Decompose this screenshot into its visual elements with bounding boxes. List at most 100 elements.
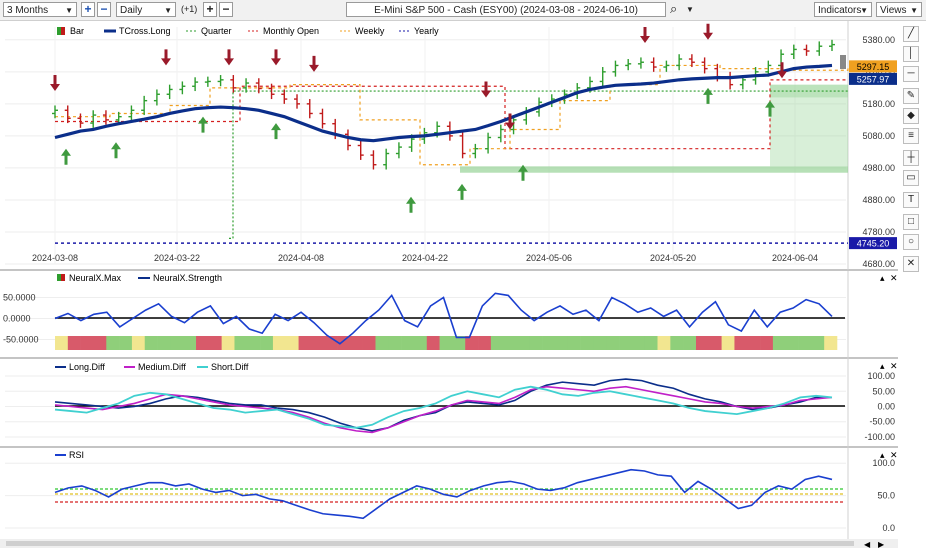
legend-neural-strength: NeuralX.Strength [153, 273, 222, 283]
legend-bar: Bar [70, 26, 84, 36]
neural-max-cell [606, 336, 620, 350]
delete-drawings-icon[interactable]: ✕ [903, 256, 919, 272]
y-tick-label: 0.0 [882, 523, 895, 533]
price-tag-yearly: 4745.20 [857, 239, 890, 249]
rsi-grid [5, 462, 846, 529]
buy-arrow-icon [457, 183, 467, 200]
neural-max-cell [426, 336, 440, 350]
legend-max-swatch [61, 274, 65, 281]
x-tick-label: 2024-06-04 [772, 253, 818, 263]
remove-button[interactable]: − [219, 2, 233, 17]
neural-max-cell [644, 336, 658, 350]
price-tags: 5297.15 5257.97 4745.20 [840, 55, 897, 250]
pencil-tool-icon[interactable]: ✎ [903, 88, 919, 104]
chevron-down-icon: ▼ [910, 6, 918, 15]
medium-diff-line [54, 385, 833, 434]
sell-arrow-icon [481, 81, 491, 98]
horizontal-line-tool-icon[interactable]: ─ [903, 66, 919, 82]
panel-close-icon[interactable]: ✕ [890, 273, 898, 283]
price-tag-tcross: 5257.97 [857, 74, 890, 84]
neural-max-cell [785, 336, 799, 350]
marker-tool-icon[interactable]: ◆ [903, 108, 919, 124]
panel-collapse-icon[interactable]: ▴ [880, 273, 885, 283]
interval-select[interactable]: Daily ▼ [116, 2, 176, 17]
x-tick-label: 2024-04-08 [278, 253, 324, 263]
trendline-tool-icon[interactable]: ╱ [903, 26, 919, 42]
indicators-button[interactable]: Indicators ▼ [814, 2, 872, 17]
neural-max-cell [631, 336, 646, 350]
rectangle-tool-icon[interactable]: □ [903, 214, 919, 230]
neural-max-cell [567, 336, 581, 350]
search-icon[interactable]: ⌕ [670, 1, 678, 16]
panel-close-icon[interactable]: ✕ [890, 361, 898, 371]
symbol-title[interactable]: E-Mini S&P 500 - Cash (ESY00) (2024-03-0… [346, 2, 666, 17]
callout-tool-icon[interactable]: ▭ [903, 170, 919, 186]
weekly-level-line [55, 64, 849, 166]
sell-arrow-icon [50, 75, 60, 92]
panel-collapse-icon[interactable]: ▴ [880, 361, 885, 371]
legend-rsi: RSI [69, 450, 84, 460]
legend-neural-max: NeuralX.Max [69, 273, 122, 283]
legend-weekly: Weekly [355, 26, 385, 36]
neural-max-cell [798, 336, 812, 350]
quarter-level-line [229, 90, 848, 239]
y-tick-label: -100.00 [864, 432, 895, 442]
neural-max-cell [67, 336, 81, 350]
main-panel [0, 21, 898, 270]
tcross-long-line [54, 63, 833, 143]
buy-arrow-icon [271, 123, 281, 140]
panel-collapse-icon[interactable]: ▴ [880, 450, 885, 460]
y-tick-label: 50.00 [872, 386, 895, 396]
panel-close-icon[interactable]: ✕ [890, 450, 898, 460]
diff-y-axis: 100.00 50.00 0.00 -50.00 -100.00 [864, 371, 895, 442]
long-diff-line [54, 378, 832, 432]
y-tick-label: 5080.00 [862, 131, 895, 141]
circle-tool-icon[interactable]: ○ [903, 234, 919, 250]
buy-arrow-icon [61, 148, 71, 165]
chevron-down-icon: ▼ [65, 6, 73, 15]
neural-max-cell [657, 336, 671, 350]
scroll-right-icon[interactable]: ▶ [878, 540, 885, 548]
add-button[interactable]: + [203, 2, 217, 17]
neural-max-cell [708, 336, 722, 350]
price-tag-weekly: 5297.15 [857, 62, 890, 72]
chevron-down-icon[interactable]: ▼ [686, 5, 694, 14]
zoom-in-button[interactable]: + [81, 2, 95, 17]
range-select[interactable]: 3 Months ▼ [3, 2, 77, 17]
legend-monthly: Monthly Open [263, 26, 319, 36]
neural-max-cell [478, 336, 492, 350]
neural-strength-line [54, 292, 833, 345]
scrollbar-thumb[interactable] [6, 541, 854, 546]
crosshair-tool-icon[interactable]: ┼ [903, 150, 919, 166]
neural-max-cell [516, 336, 530, 350]
legend-long-diff: Long.Diff [69, 362, 105, 372]
main-grid [5, 27, 846, 265]
last-price-marker [840, 55, 846, 69]
y-tick-label: 0.0000 [3, 314, 31, 324]
neural-max-cell [119, 336, 133, 350]
neural-max-cell [106, 336, 120, 350]
y-tick-label: 100.00 [867, 371, 895, 381]
scroll-left-icon[interactable]: ◀ [864, 540, 871, 548]
fibonacci-tool-icon[interactable]: ≡ [903, 128, 919, 144]
neural-max-strip [55, 336, 838, 350]
text-tool-icon[interactable]: T [903, 192, 919, 208]
x-tick-label: 2024-05-06 [526, 253, 572, 263]
neural-max-cell [375, 336, 389, 350]
views-button[interactable]: Views ▼ [876, 2, 922, 17]
sell-arrow-icon [640, 27, 650, 44]
sell-arrow-icon [309, 55, 319, 72]
vertical-line-tool-icon[interactable]: │ [903, 46, 919, 62]
diff-legend: Long.Diff Medium.Diff Short.Diff [55, 362, 249, 372]
y-tick-label: 50.0 [877, 491, 895, 501]
neural-max-cell [811, 336, 825, 350]
support-zone [460, 84, 848, 173]
chevron-down-icon: ▼ [164, 6, 172, 15]
zoom-out-button[interactable]: − [97, 2, 111, 17]
neural-max-cell [439, 336, 453, 350]
neural-max-cell [311, 336, 325, 350]
neural-max-cell [490, 336, 504, 350]
chevron-down-icon: ▼ [860, 6, 868, 15]
legend-short-diff: Short.Diff [211, 362, 249, 372]
